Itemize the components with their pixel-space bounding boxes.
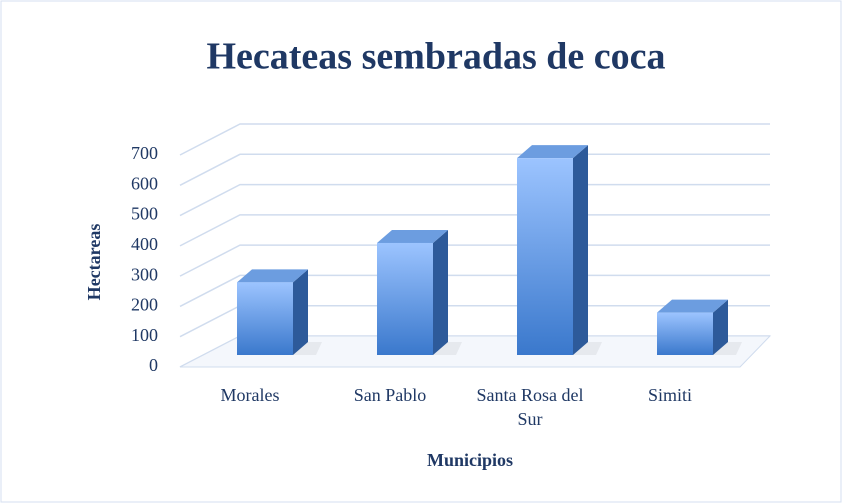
x-tick-label: Santa Rosa del Sur [476, 385, 584, 429]
floor [179, 335, 772, 368]
bar-side [573, 145, 588, 355]
bar-top [237, 269, 308, 283]
bar-side [713, 299, 728, 355]
grid-line [179, 214, 770, 247]
y-tick-label: 600 [131, 173, 158, 193]
y-tick-label: 400 [131, 234, 158, 254]
bar [237, 282, 293, 355]
y-tick-label: 200 [131, 295, 158, 315]
x-tick-label: San Pablo [353, 385, 427, 405]
grid-line [179, 183, 770, 217]
bar-top [657, 299, 728, 313]
x-tick-label: Simiti [647, 385, 692, 405]
grid-line [179, 123, 770, 156]
y-tick-label: 0 [149, 355, 158, 375]
bar [377, 242, 433, 355]
grid-line [179, 244, 770, 277]
y-axis-title: Hectareas [84, 224, 104, 301]
y-tick-label: 700 [131, 143, 158, 163]
bar [657, 312, 713, 355]
y-tick-label: 300 [131, 264, 158, 284]
bar-side [433, 229, 448, 355]
y-tick-label: 500 [131, 204, 158, 224]
grid-line [179, 153, 770, 186]
bar [517, 158, 573, 355]
chart-title: Hecateas sembradas de coca [206, 36, 665, 78]
bar-side [293, 269, 308, 355]
x-tick-label: Morales [220, 385, 280, 405]
grid-line [179, 274, 770, 308]
y-tick-label: 100 [131, 325, 158, 345]
bar-top [517, 145, 588, 159]
x-axis-title: Municipios [427, 450, 513, 470]
bar-top [377, 229, 448, 243]
